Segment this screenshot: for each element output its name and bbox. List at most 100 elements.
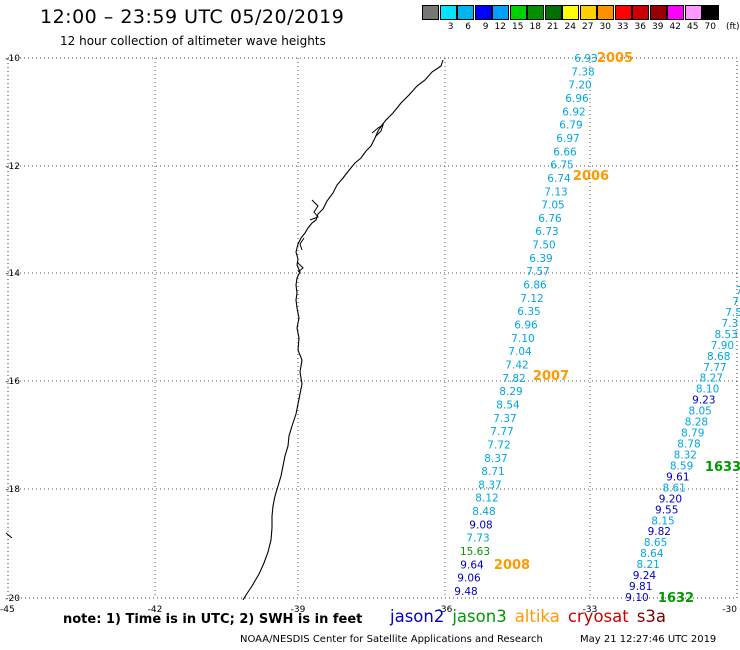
legend-swatch — [527, 5, 544, 20]
swh-value: 6.79 — [559, 120, 582, 132]
legend-swatch — [562, 5, 579, 20]
time-mark: 2007 — [533, 369, 569, 384]
swh-value: 7.3 — [722, 318, 739, 330]
lon-label: -45 — [0, 605, 15, 615]
track-b-values: 7.7.7.57.38.537.908.687.778.278.109.238.… — [625, 285, 740, 604]
lat-label: -12 — [5, 162, 20, 172]
swh-value: 7.13 — [544, 186, 567, 198]
swh-value: 9.10 — [625, 592, 648, 604]
satellite-legend: jason2 jason3 altika cryosat s3a — [390, 607, 674, 626]
legend-tick-label: 39 — [652, 22, 664, 32]
swh-value: 8.79 — [681, 428, 704, 440]
lat-label: -14 — [5, 269, 20, 279]
swh-value: 8.10 — [696, 384, 719, 396]
axis-labels: -10 -12 -14 -16 -18 -20-45 -42 -39 -36 -33 -30 — [0, 54, 737, 615]
swh-value: 6.73 — [535, 226, 558, 238]
legend-swatch — [474, 5, 492, 20]
lon-label: -42 — [148, 605, 163, 615]
legend-swatch — [509, 5, 527, 20]
swh-value: 7.38 — [571, 66, 594, 78]
swh-value: 6.93 — [574, 53, 597, 65]
legend-tick-label: 27 — [582, 22, 594, 32]
swh-value: 8.27 — [700, 373, 723, 385]
lat-label: -10 — [5, 54, 20, 64]
satellite-name: jason3 — [452, 607, 507, 626]
island-dot — [5, 532, 13, 539]
lon-label: -39 — [291, 605, 306, 615]
swh-value: 7.50 — [532, 240, 555, 252]
swh-value: 7.90 — [711, 340, 734, 352]
legend-tick-label: 3 — [447, 22, 454, 32]
swh-value: 8.53 — [714, 329, 737, 341]
swh-value: 15.63 — [460, 546, 490, 558]
swh-value: 8.59 — [670, 460, 693, 472]
swh-value: 7.57 — [526, 266, 549, 278]
legend-tick-label: 33 — [617, 22, 629, 32]
legend-tick-label: 24 — [564, 22, 576, 32]
satellite-name: s3a — [636, 607, 666, 626]
legend-tick-label: 42 — [669, 22, 681, 32]
swh-value: 9.48 — [454, 586, 477, 598]
coastline-detail — [296, 123, 384, 273]
swh-value: 6.66 — [553, 146, 577, 158]
swh-value: 8.48 — [472, 506, 495, 518]
swh-value: 8.64 — [640, 548, 664, 560]
swh-value: 9.23 — [692, 395, 715, 407]
swh-value: 6.86 — [523, 280, 547, 292]
time-mark: 2006 — [573, 169, 609, 184]
time-mark: 1632 — [658, 591, 694, 606]
swh-value: 8.37 — [484, 453, 507, 465]
swh-value: 7.77 — [703, 362, 726, 374]
swh-value: 7.20 — [568, 80, 591, 92]
swh-value: 8.78 — [677, 439, 700, 451]
coastline — [242, 59, 444, 601]
legend-tick-label: 9 — [482, 22, 489, 32]
legend-swatch — [579, 5, 597, 20]
swh-value: 6.35 — [517, 306, 540, 318]
map-subtitle: 12 hour collection of altimeter wave hei… — [60, 34, 326, 48]
swh-value: 8.61 — [662, 482, 685, 494]
swh-value: 7.77 — [490, 426, 513, 438]
legend-swatch — [492, 5, 509, 20]
swh-value: 7. — [736, 285, 740, 297]
swh-value: 8.37 — [478, 479, 501, 491]
swh-value: 8.68 — [707, 351, 730, 363]
satellite-name: cryosat — [567, 607, 629, 626]
map-frame — [7, 57, 738, 599]
satellite-name: altika — [514, 607, 560, 626]
swh-value: 6.97 — [556, 133, 579, 145]
legend-swatch — [597, 5, 614, 20]
swh-value: 9.61 — [666, 471, 689, 483]
swh-value: 8.21 — [636, 559, 659, 571]
swh-value: 7.5 — [725, 307, 740, 319]
lat-label: -18 — [5, 485, 20, 495]
lat-label: -16 — [5, 377, 20, 387]
legend-swatch — [684, 5, 702, 20]
time-mark: 1633 — [705, 460, 740, 475]
swh-value: 7.12 — [520, 293, 543, 305]
legend-tick-label: 12 — [494, 22, 506, 32]
swh-value: 7. — [732, 296, 740, 308]
lat-lon-grid — [7, 57, 738, 599]
legend-tick-label: 45 — [687, 22, 699, 32]
swh-value: 6.75 — [550, 160, 573, 172]
legend-swatch — [422, 5, 439, 20]
swh-value: 8.32 — [674, 449, 697, 461]
lat-label: -20 — [5, 594, 20, 604]
credit-line: NOAA/NESDIS Center for Satellite Applica… — [240, 634, 543, 645]
time-mark: 2008 — [494, 558, 530, 573]
swh-value: 9.08 — [469, 519, 492, 531]
time-mark: 2005 — [597, 51, 633, 66]
track-a-values: 6.937.387.206.966.926.796.976.666.756.74… — [454, 53, 597, 598]
legend-swatch — [457, 5, 474, 20]
swh-value: 9.81 — [629, 581, 652, 593]
lon-label: -30 — [722, 605, 737, 615]
swh-value: 7.04 — [508, 346, 532, 358]
swh-value: 7.37 — [493, 413, 516, 425]
swh-value: 6.74 — [547, 173, 571, 185]
swh-value: 9.82 — [648, 526, 671, 538]
legend-swatch — [614, 5, 632, 20]
legend-swatch — [702, 5, 719, 20]
legend-tick-label: 30 — [599, 22, 611, 32]
